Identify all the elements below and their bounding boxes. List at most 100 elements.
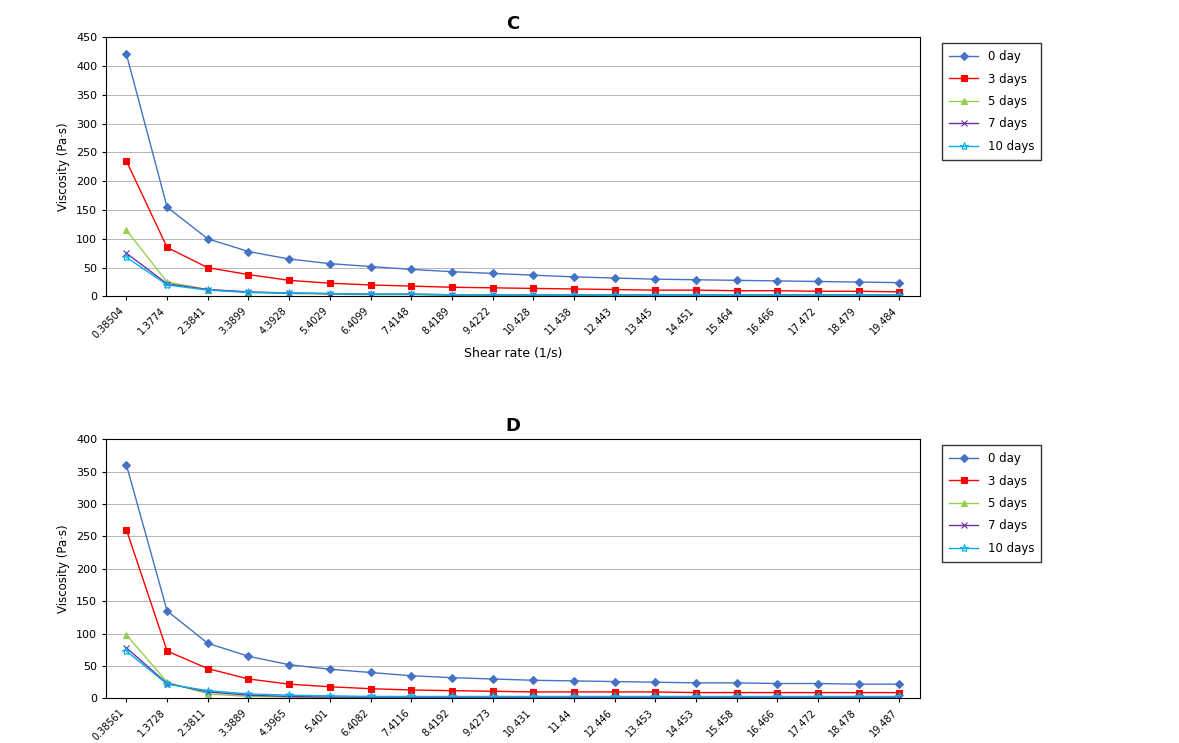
0 day <box>119 50 133 59</box>
Legend: 0 day, 3 days, 5 days, 7 days, 10 days: 0 day, 3 days, 5 days, 7 days, 10 days <box>942 43 1041 160</box>
10 days <box>567 291 581 299</box>
3 days <box>526 687 540 696</box>
10 days <box>770 692 784 701</box>
3 days <box>811 688 825 697</box>
Line: 3 days: 3 days <box>124 527 902 695</box>
10 days <box>893 291 907 299</box>
5 days <box>851 291 865 300</box>
7 days <box>811 692 825 701</box>
7 days <box>648 692 663 701</box>
0 day <box>444 673 459 682</box>
3 days <box>607 285 621 294</box>
Y-axis label: Viscosity (Pa·s): Viscosity (Pa·s) <box>58 525 71 613</box>
0 day <box>607 677 621 686</box>
3 days <box>526 284 540 293</box>
5 days <box>811 693 825 702</box>
3 days <box>404 686 419 695</box>
3 days <box>730 688 744 697</box>
3 days <box>160 646 174 655</box>
5 days <box>444 291 459 299</box>
7 days <box>893 291 907 299</box>
0 day <box>119 461 133 470</box>
5 days <box>689 693 703 702</box>
5 days <box>770 693 784 702</box>
0 day <box>404 671 419 680</box>
5 days <box>242 288 256 297</box>
10 days <box>486 291 500 299</box>
5 days <box>119 226 133 235</box>
5 days <box>404 291 419 299</box>
5 days <box>200 285 215 294</box>
Title: D: D <box>506 417 520 435</box>
Line: 10 days: 10 days <box>123 253 903 299</box>
7 days <box>486 291 500 299</box>
3 days <box>567 285 581 293</box>
7 days <box>444 692 459 701</box>
5 days <box>486 291 500 299</box>
X-axis label: Shear rate (1/s): Shear rate (1/s) <box>463 346 562 360</box>
5 days <box>282 289 296 298</box>
10 days <box>486 692 500 701</box>
7 days <box>200 285 215 294</box>
3 days <box>282 680 296 689</box>
7 days <box>607 692 621 701</box>
10 days <box>323 692 337 701</box>
3 days <box>730 286 744 295</box>
10 days <box>404 290 419 299</box>
7 days <box>363 692 377 701</box>
10 days <box>444 291 459 299</box>
Line: 5 days: 5 days <box>124 227 902 299</box>
7 days <box>893 692 907 701</box>
10 days <box>730 291 744 299</box>
0 day <box>689 678 703 687</box>
0 day <box>893 278 907 287</box>
0 day <box>648 678 663 687</box>
5 days <box>363 693 377 702</box>
0 day <box>567 676 581 685</box>
5 days <box>404 693 419 702</box>
0 day <box>730 276 744 285</box>
0 day <box>811 277 825 286</box>
10 days <box>242 288 256 297</box>
7 days <box>486 692 500 701</box>
5 days <box>607 693 621 702</box>
5 days <box>363 291 377 299</box>
10 days <box>404 692 419 701</box>
Y-axis label: Viscosity (Pa·s): Viscosity (Pa·s) <box>58 123 71 211</box>
10 days <box>282 288 296 297</box>
5 days <box>730 291 744 300</box>
7 days <box>363 290 377 299</box>
7 days <box>851 692 865 701</box>
10 days <box>730 692 744 701</box>
7 days <box>689 692 703 701</box>
3 days <box>486 687 500 695</box>
10 days <box>607 291 621 299</box>
7 days <box>567 692 581 701</box>
10 days <box>811 291 825 299</box>
7 days <box>526 291 540 299</box>
7 days <box>444 291 459 299</box>
0 day <box>200 639 215 648</box>
5 days <box>893 693 907 702</box>
3 days <box>444 687 459 695</box>
0 day <box>160 606 174 615</box>
7 days <box>404 692 419 701</box>
0 day <box>363 262 377 271</box>
5 days <box>811 291 825 300</box>
3 days <box>770 286 784 295</box>
5 days <box>444 693 459 702</box>
3 days <box>200 263 215 272</box>
10 days <box>160 680 174 689</box>
3 days <box>323 279 337 288</box>
3 days <box>363 281 377 290</box>
0 day <box>444 267 459 276</box>
10 days <box>851 291 865 299</box>
0 day <box>689 276 703 285</box>
0 day <box>323 665 337 674</box>
7 days <box>323 289 337 298</box>
0 day <box>526 270 540 279</box>
3 days <box>242 675 256 684</box>
7 days <box>770 692 784 701</box>
7 days <box>607 291 621 299</box>
0 day <box>770 276 784 285</box>
